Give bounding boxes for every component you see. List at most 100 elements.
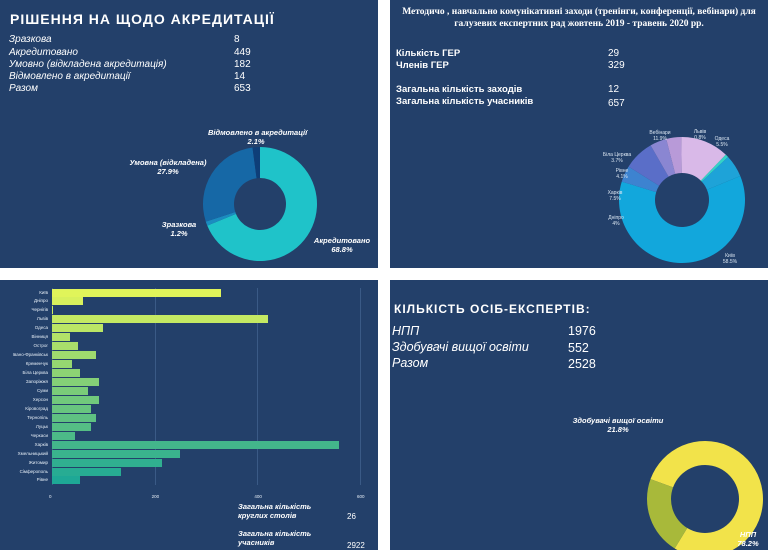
- row-label: Зразкова: [9, 34, 52, 45]
- bar: [52, 333, 70, 342]
- pie-slice-3: [621, 166, 660, 193]
- category-label: Хмельницький: [17, 450, 48, 456]
- row-label: Здобувачі вищої освіти: [392, 340, 529, 354]
- bar: [52, 440, 340, 449]
- slice-label-students: Здобувачі вищої освіти 21.8%: [572, 416, 664, 434]
- experts-panel: КІЛЬКІСТЬ ОСІБ-ЕКСПЕРТІВ: НПП 1976 Здобу…: [390, 280, 768, 550]
- experts-donut: [647, 441, 763, 550]
- pie-slice-4: [628, 145, 669, 186]
- category-label: Запоріжжя: [25, 379, 48, 384]
- slice-label-refused: Відмовлено в акредитації 2.1%: [208, 128, 308, 146]
- pie-slice-2: [203, 147, 257, 222]
- row-value: 329: [608, 60, 625, 71]
- category-label: Тернопіль: [27, 414, 48, 420]
- row-label: Членів ГЕР: [396, 60, 449, 71]
- pie-slice-1: [647, 479, 688, 549]
- x-tick-label: 400: [254, 493, 262, 499]
- category-label: Чернігів: [31, 307, 48, 313]
- pie-slice-0: [700, 154, 729, 182]
- bar: [52, 369, 81, 378]
- category-label: Київ: [39, 289, 48, 295]
- row-label: Умовно (відкладена акредитація): [9, 59, 167, 70]
- pie-slice-3: [252, 147, 260, 179]
- pie-slice-7: [681, 137, 726, 181]
- footer-value: 2922: [347, 541, 365, 550]
- category-label: Суми: [36, 387, 48, 393]
- row-label: Відмовлено в акредитації: [9, 71, 131, 82]
- row-value: 657: [608, 98, 625, 109]
- row-value: 182: [234, 59, 251, 70]
- row-label: Загальна кількість учасників: [396, 96, 534, 107]
- category-label: Дніпро: [34, 298, 48, 304]
- row-value: 8: [234, 34, 240, 45]
- bar: [52, 360, 72, 369]
- slice-label-rivne: Рівне 4.1%: [615, 168, 629, 180]
- events-donut: [619, 137, 745, 264]
- footer-value: 26: [347, 512, 356, 521]
- accreditation-panel: РІШЕННЯ НА ЩОДО АКРЕДИТАЦІЇ Зразкова 8 А…: [0, 0, 378, 268]
- grid-line: [154, 288, 156, 485]
- category-label: Львів: [36, 316, 48, 322]
- bar: [52, 395, 100, 404]
- bar: [52, 422, 91, 431]
- bar: [52, 458, 163, 467]
- grid-line: [360, 288, 361, 485]
- bar: [52, 378, 100, 386]
- row-value: 12: [608, 84, 620, 95]
- slice-label-webinars: Вебінари 11.9%: [649, 130, 671, 142]
- pie-slice-6: [666, 137, 682, 174]
- slice-label-accredited: Акредитовано 68.8%: [313, 236, 371, 254]
- bar: [52, 351, 96, 360]
- category-label: Кременчук: [25, 361, 48, 367]
- row-value: 29: [608, 48, 620, 59]
- events-title: Методичо , навчально комунікативні заход…: [402, 7, 756, 29]
- category-label: Луцьк: [35, 423, 48, 429]
- slice-label-bila-tserkva: Біла Церква 3.7%: [602, 152, 632, 164]
- category-label: Черкаси: [30, 432, 48, 438]
- bar: [52, 467, 122, 476]
- category-label: Житомир: [28, 459, 48, 465]
- category-label: Одеса: [34, 325, 48, 331]
- row-label: Загальна кількість заходів: [396, 84, 523, 95]
- bar: [52, 386, 88, 395]
- row-label: НПП: [392, 324, 420, 338]
- category-label: Херсон: [32, 396, 48, 402]
- slice-label-kharkiv: Харків 7.5%: [607, 190, 623, 202]
- bar: [52, 324, 104, 333]
- row-value: 1976: [568, 324, 596, 338]
- slice-label-kyiv: Київ 58.5%: [722, 253, 738, 265]
- category-label: Сімферополь: [19, 468, 48, 474]
- category-label: Івано-Франківськ: [12, 352, 48, 358]
- row-value: 14: [234, 71, 246, 82]
- category-label: Острог: [33, 343, 48, 349]
- pie-slice-1: [205, 212, 236, 226]
- x-tick-label: 0: [49, 493, 52, 499]
- pie-slice-5: [650, 139, 676, 177]
- bar: [52, 413, 97, 422]
- category-label: Кіровоград: [25, 405, 48, 411]
- bar: [52, 431, 76, 440]
- bar: [52, 476, 81, 485]
- row-label: Акредитовано: [9, 47, 78, 58]
- slice-label-conditional: Умовна (відкладена) 27.9%: [129, 158, 207, 176]
- category-label: Вінниця: [31, 334, 49, 340]
- category-label: Біла Церква: [22, 370, 48, 376]
- row-label: Кількість ГЕР: [396, 48, 461, 59]
- bar: [52, 297, 83, 306]
- footer-label: Загальна кількість круглих столів: [238, 502, 312, 520]
- pie-slice-0: [650, 441, 763, 550]
- slice-label-npp: НПП 78.2%: [737, 530, 759, 548]
- pie-slice-2: [619, 176, 745, 264]
- bar: [52, 342, 78, 351]
- category-label: Рівне: [36, 477, 48, 483]
- grid-line: [257, 288, 259, 485]
- bar: [52, 306, 54, 315]
- category-label: Харків: [34, 441, 48, 447]
- row-value: 2528: [568, 357, 596, 371]
- footer-label: Загальна кількість учасників: [238, 529, 312, 547]
- events-panel: Методичо , навчально комунікативні заход…: [390, 0, 768, 268]
- slice-label-exemplary: Зразкова 1.2%: [161, 220, 197, 238]
- grid-line: [52, 288, 53, 485]
- accreditation-donut: [203, 147, 317, 261]
- pie-slice-1: [701, 157, 741, 190]
